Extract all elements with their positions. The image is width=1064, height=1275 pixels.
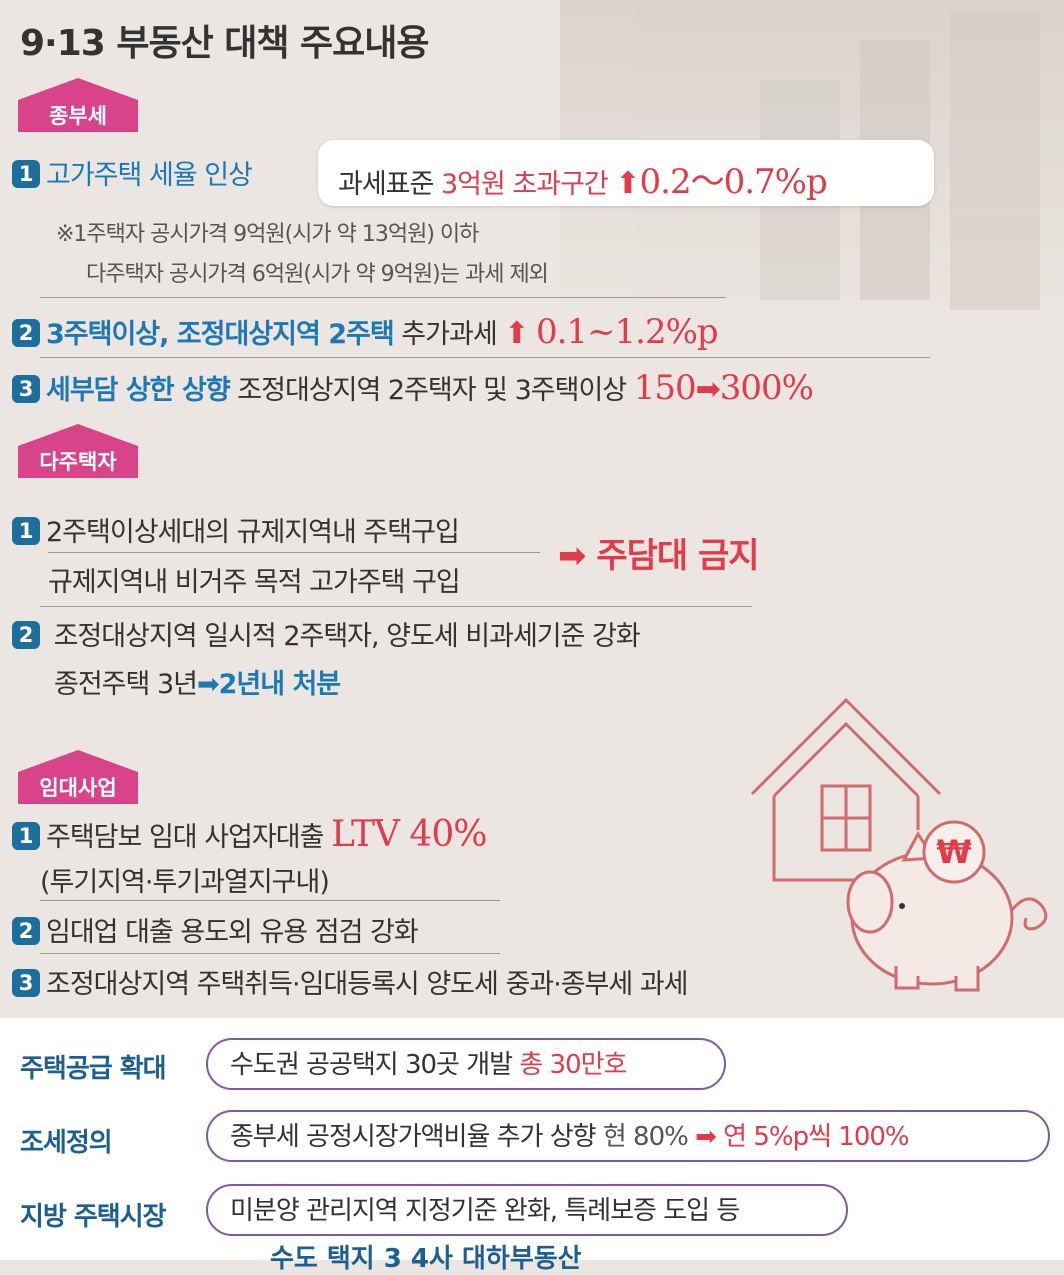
- item-label: 고가주택 세율 인상: [46, 160, 253, 191]
- divider: [40, 357, 930, 358]
- imdae-item-3: 3 조정대상지역 주택취득·임대등록시 양도세 중과·종부세 과세: [12, 962, 688, 1001]
- piggy-bank-icon: [846, 831, 1048, 992]
- number-badge: 3: [12, 969, 40, 997]
- number-badge: 2: [12, 917, 40, 945]
- bottom-label-housing-supply: 주택공급 확대: [20, 1054, 167, 1084]
- section-badge-jongbuse: 종부세: [10, 76, 146, 132]
- divider: [40, 900, 500, 901]
- bottom-label-local-market: 지방 주택시장: [20, 1202, 167, 1232]
- arrow-right-icon: ➡: [695, 372, 721, 407]
- bottom-panel: [0, 1018, 1064, 1260]
- cutoff-text: 수도 택지 3 4사 대하부동산: [270, 1244, 582, 1274]
- dajutaekja-item-1-line-2: 규제지역내 비거주 목적 고가주택 구입: [48, 567, 461, 598]
- divider: [48, 552, 540, 553]
- dajutaekja-item-2-line-1: 2 조정대상지역 일시적 2주택자, 양도세 비과세기준 강화: [12, 614, 641, 653]
- bottom-box-tax-justice: 종부세 공정시장가액비율 추가 상향 현 80% ➡ 연 5%p씩 100%: [206, 1110, 1050, 1162]
- tax-rate-box: [318, 140, 934, 206]
- bottom-label-tax-justice: 조세정의: [20, 1128, 113, 1158]
- number-badge: 2: [12, 319, 40, 347]
- number-badge: 1: [12, 517, 40, 545]
- house-piggy-illustration: ₩: [750, 697, 1048, 992]
- jongbuse-item-2: 2 3주택이상, 조정대상지역 2주택 추가과세 ⬆ 0.1~1.2%p: [12, 312, 719, 352]
- section-badge-imdae: 임대사업: [10, 748, 146, 804]
- number-badge: 1: [12, 160, 40, 188]
- divider: [40, 297, 726, 298]
- tax-rate-box-text: 과세표준 3억원 초과구간 ⬆0.2～0.7%p: [338, 162, 828, 202]
- note-line-2: 다주택자 공시가격 6억원(시가 약 9억원)는 과세 제외: [86, 262, 549, 287]
- section-badge-dajutaekja: 다주택자: [10, 422, 146, 478]
- imdae-item-1: 1 주택담보 임대 사업자대출 LTV 40%: [12, 814, 487, 855]
- jongbuse-item-1: 1 고가주택 세율 인상: [12, 153, 253, 192]
- bottom-box-housing-supply: 수도권 공공택지 30곳 개발 총 30만호: [206, 1038, 726, 1090]
- won-coin-icon: ₩: [922, 820, 986, 884]
- page-title: 9·13 부동산 대책 주요내용: [20, 23, 430, 64]
- arrow-up-icon: ⬆: [504, 316, 529, 351]
- number-badge: 3: [12, 375, 40, 403]
- dajutaekja-item-2-line-2: 종전주택 3년➡2년내 처분: [54, 669, 341, 700]
- dajutaekja-item-1-line-1: 1 2주택이상세대의 규제지역내 주택구입: [12, 510, 460, 549]
- arrow-right-icon: ➡: [558, 536, 586, 576]
- imdae-item-1-sub: (투기지역·투기과열지구내): [40, 867, 330, 898]
- number-badge: 2: [12, 621, 40, 649]
- arrow-up-icon: ⬆: [615, 166, 640, 201]
- imdae-item-2: 2 임대업 대출 용도외 유용 점검 강화: [12, 910, 419, 949]
- ban-result: ➡ 주담대 금지: [558, 536, 760, 576]
- bottom-box-local-market: 미분양 관리지역 지정기준 완화, 특례보증 도입 등: [206, 1184, 848, 1236]
- divider: [40, 953, 500, 954]
- number-badge: 1: [12, 822, 40, 850]
- divider: [40, 606, 752, 607]
- note-line-1: ※1주택자 공시가격 9억원(시가 약 13억원) 이하: [56, 222, 479, 247]
- arrow-right-icon: ➡: [196, 669, 220, 700]
- arrow-right-icon: ➡: [695, 1122, 717, 1152]
- svg-text:₩: ₩: [936, 833, 971, 871]
- jongbuse-item-3: 3 세부담 상한 상향 조정대상지역 2주택자 및 3주택이상 150➡300%: [12, 368, 814, 408]
